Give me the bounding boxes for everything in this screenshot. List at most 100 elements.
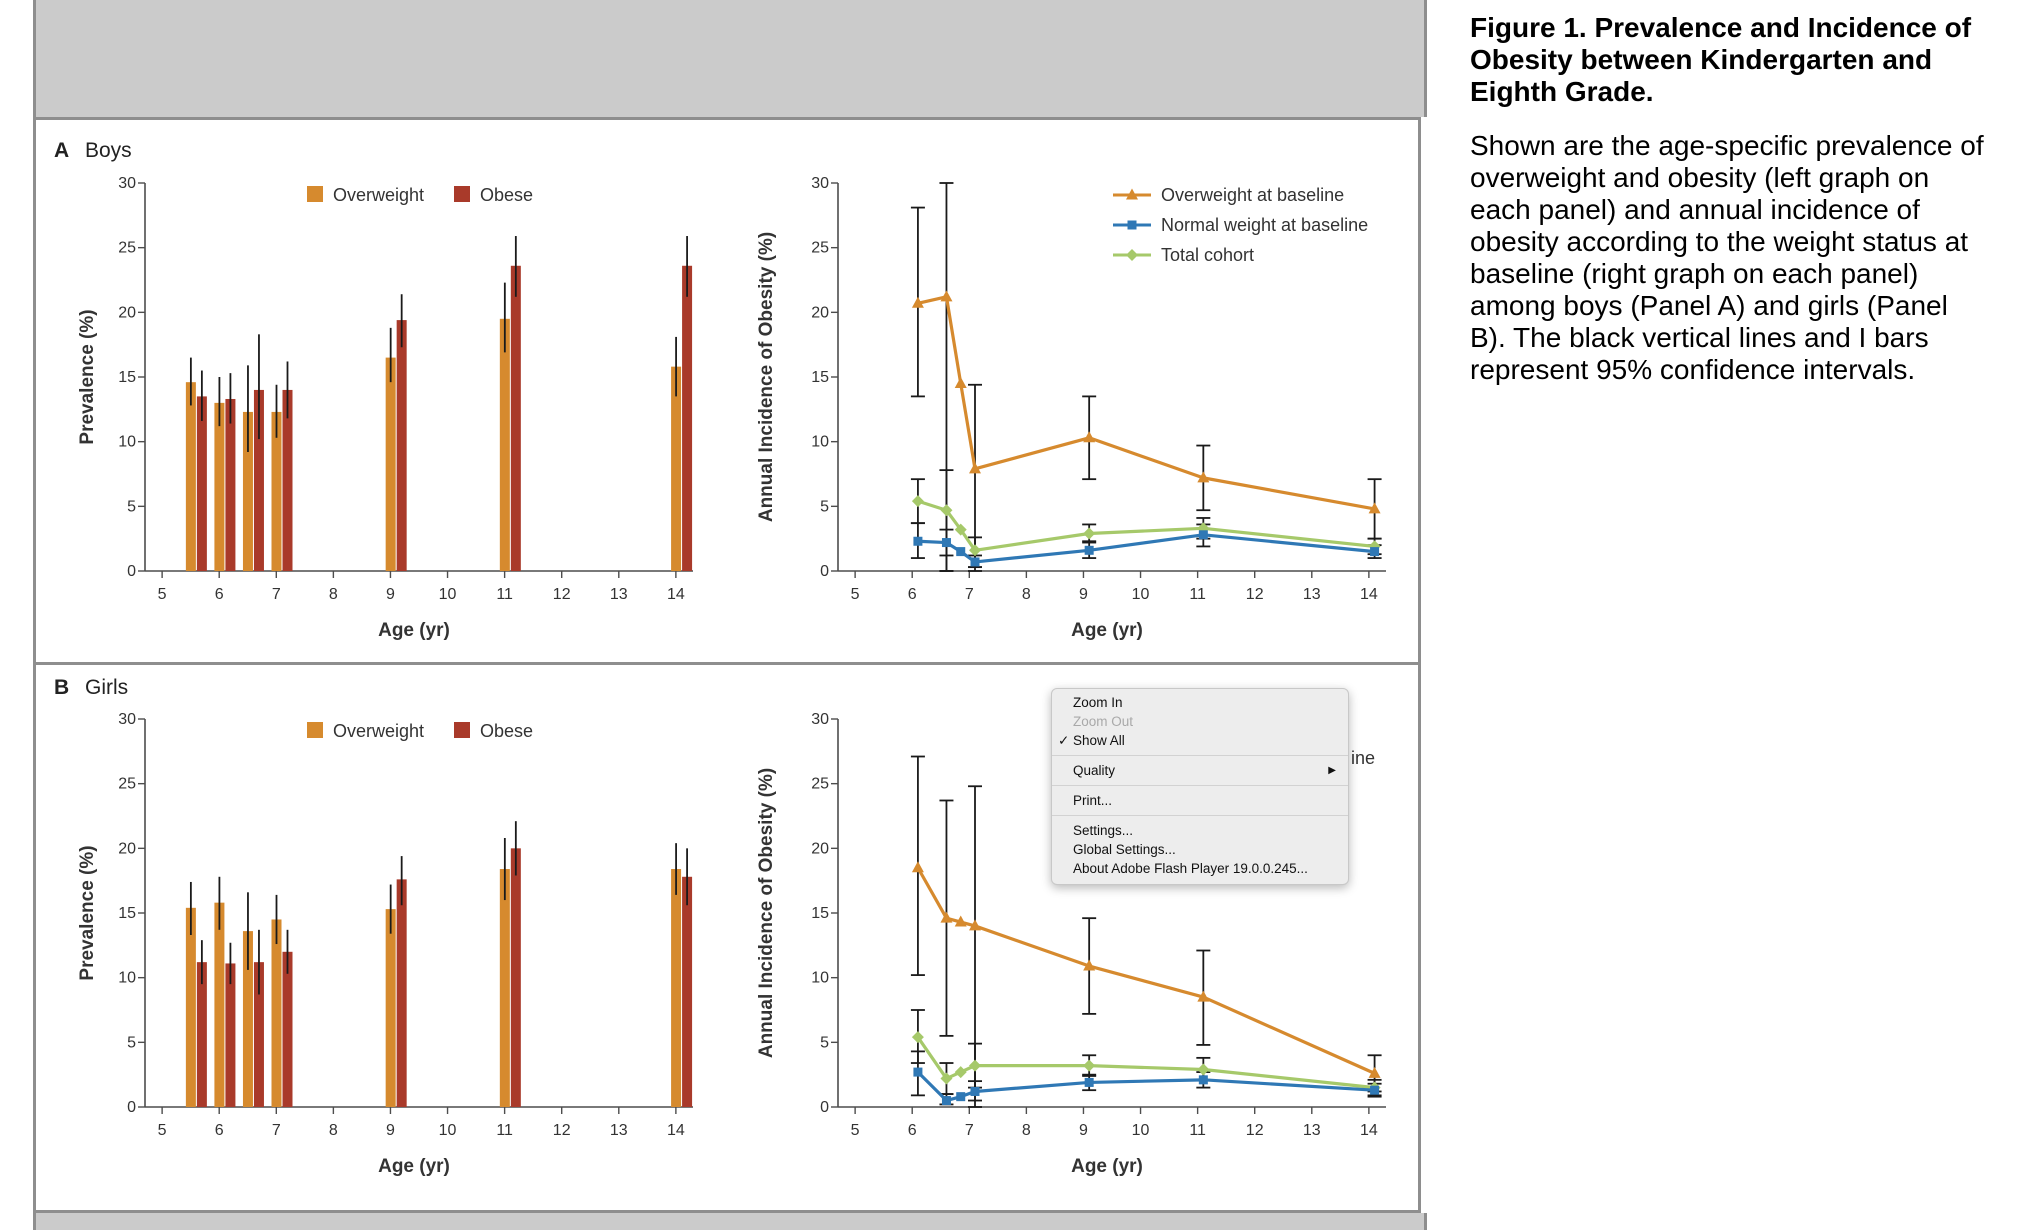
x-tick-label: 5 [158, 1122, 167, 1139]
marker-square [970, 557, 980, 567]
series-line-overweight [917, 295, 1375, 511]
x-tick-label: 6 [215, 586, 224, 603]
marker-diamond [911, 1031, 924, 1044]
marker-square [1198, 530, 1208, 540]
y-tick-label: 15 [118, 369, 136, 386]
menu-item-print[interactable]: Print... [1052, 791, 1348, 810]
x-tick-label: 9 [386, 586, 395, 603]
incidence-chart: 0 5 10 15 20 25 30 5 6 7 8 9 10 11 12 13 14 Age (yr) Annua… [756, 175, 1386, 641]
menu-item-global-settings[interactable]: Global Settings... [1052, 840, 1348, 859]
marker-square [1370, 1085, 1380, 1095]
bar-obese [196, 396, 207, 571]
legend-label-fragment: ine [1351, 748, 1375, 768]
y-tick-label: 25 [118, 776, 136, 793]
marker-triangle [911, 861, 924, 873]
y-tick-label: 30 [118, 175, 136, 192]
x-tick-label: 13 [610, 1122, 628, 1139]
y-tick-label: 30 [811, 175, 829, 192]
figure-top-background [33, 0, 1427, 117]
submenu-arrow-icon: ▶ [1328, 765, 1336, 776]
y-tick-label: 15 [811, 369, 829, 386]
marker-triangle [1368, 1066, 1381, 1078]
menu-item-label: Quality [1073, 763, 1116, 778]
x-tick-label: 6 [908, 586, 917, 603]
bar-obese [682, 876, 693, 1107]
x-tick-label: 10 [1132, 586, 1150, 603]
x-tick-label: 10 [1132, 1122, 1150, 1139]
menu-separator [1052, 755, 1348, 756]
legend-swatch-obese [454, 722, 470, 738]
bar-overweight [242, 931, 253, 1107]
bar-overweight [499, 318, 510, 571]
x-tick-label: 5 [851, 1122, 860, 1139]
bar-overweight [671, 366, 682, 571]
x-tick-label: 10 [439, 586, 457, 603]
bar-obese [196, 962, 207, 1107]
menu-item-zoom-in[interactable]: Zoom In [1052, 693, 1348, 712]
x-tick-label: 13 [1303, 586, 1321, 603]
marker-diamond [969, 1059, 981, 1072]
checkmark-icon: ✓ [1058, 733, 1070, 748]
marker-square [913, 1067, 923, 1077]
marker-square [1084, 1077, 1094, 1087]
x-tick-label: 12 [1246, 586, 1264, 603]
legend-swatch-overweight [307, 186, 323, 202]
menu-item-label: Global Settings... [1073, 842, 1176, 857]
menu-item-about-adobe-flash-player-19-0-0-245[interactable]: About Adobe Flash Player 19.0.0.245... [1052, 859, 1348, 878]
bar-obese [510, 848, 521, 1107]
y-tick-label: 0 [127, 563, 136, 580]
x-tick-label: 5 [158, 586, 167, 603]
bar-overweight [185, 382, 196, 571]
marker-triangle [1083, 959, 1096, 971]
marker-triangle [1126, 188, 1138, 200]
prevalence-chart: 0 5 10 15 20 25 30 5 6 7 8 9 10 11 12 13 14 Age (yr) Preva… [77, 711, 693, 1177]
bar-overweight [271, 919, 282, 1107]
menu-item-show-all[interactable]: ✓ Show All [1052, 731, 1348, 750]
bar-overweight [499, 869, 510, 1107]
bar-overweight [671, 869, 682, 1107]
legend-label-total: Total cohort [1161, 245, 1254, 265]
marker-triangle [969, 462, 981, 474]
bar-obese [253, 962, 264, 1107]
x-axis-title: Age (yr) [1071, 620, 1143, 641]
marker-triangle [1197, 471, 1210, 483]
x-axis-title: Age (yr) [378, 620, 450, 641]
marker-triangle [1197, 990, 1210, 1002]
bar-overweight [214, 902, 225, 1107]
menu-item-label: Show All [1073, 733, 1125, 748]
bar-overweight [385, 357, 396, 571]
marker-diamond [954, 523, 967, 536]
menu-item-settings[interactable]: Settings... [1052, 821, 1348, 840]
legend-swatch-obese [454, 186, 470, 202]
y-tick-label: 25 [811, 240, 829, 257]
bar-obese [682, 265, 693, 571]
x-tick-label: 14 [667, 586, 685, 603]
y-tick-label: 10 [118, 434, 136, 451]
incidence-chart: 0 5 10 15 20 25 30 5 6 7 8 9 10 11 12 13 14 Age (yr) Annua… [756, 711, 1386, 1177]
prevalence-chart: 0 5 10 15 20 25 30 5 6 7 8 9 10 11 12 13 14 Age (yr) Preva… [77, 175, 693, 641]
x-tick-label: 11 [496, 1122, 513, 1139]
panel-divider [33, 662, 1421, 665]
menu-item-quality[interactable]: Quality ▶ [1052, 761, 1348, 780]
x-tick-label: 6 [908, 1122, 917, 1139]
menu-separator [1052, 785, 1348, 786]
marker-square [970, 1086, 980, 1096]
marker-square [941, 1096, 951, 1106]
bar-obese [225, 398, 236, 571]
y-tick-label: 5 [820, 1034, 829, 1051]
y-axis-title: Annual Incidence of Obesity (%) [756, 232, 777, 522]
bar-overweight [242, 411, 253, 571]
caption-body: Shown are the age-specific prevalence of… [1470, 130, 1984, 385]
y-tick-label: 0 [820, 1099, 829, 1116]
marker-square [956, 1092, 966, 1102]
bar-obese [396, 320, 407, 571]
bar-overweight [185, 907, 196, 1107]
legend-label-normal: Normal weight at baseline [1161, 215, 1368, 235]
x-axis-title: Age (yr) [378, 1156, 450, 1177]
marker-square [941, 538, 951, 548]
y-tick-label: 5 [127, 498, 136, 515]
flash-context-menu[interactable]: Zoom In Zoom Out ✓ Show All Quality ▶ Print...… [1051, 688, 1349, 885]
marker-triangle [1083, 431, 1096, 443]
x-tick-label: 10 [439, 1122, 457, 1139]
